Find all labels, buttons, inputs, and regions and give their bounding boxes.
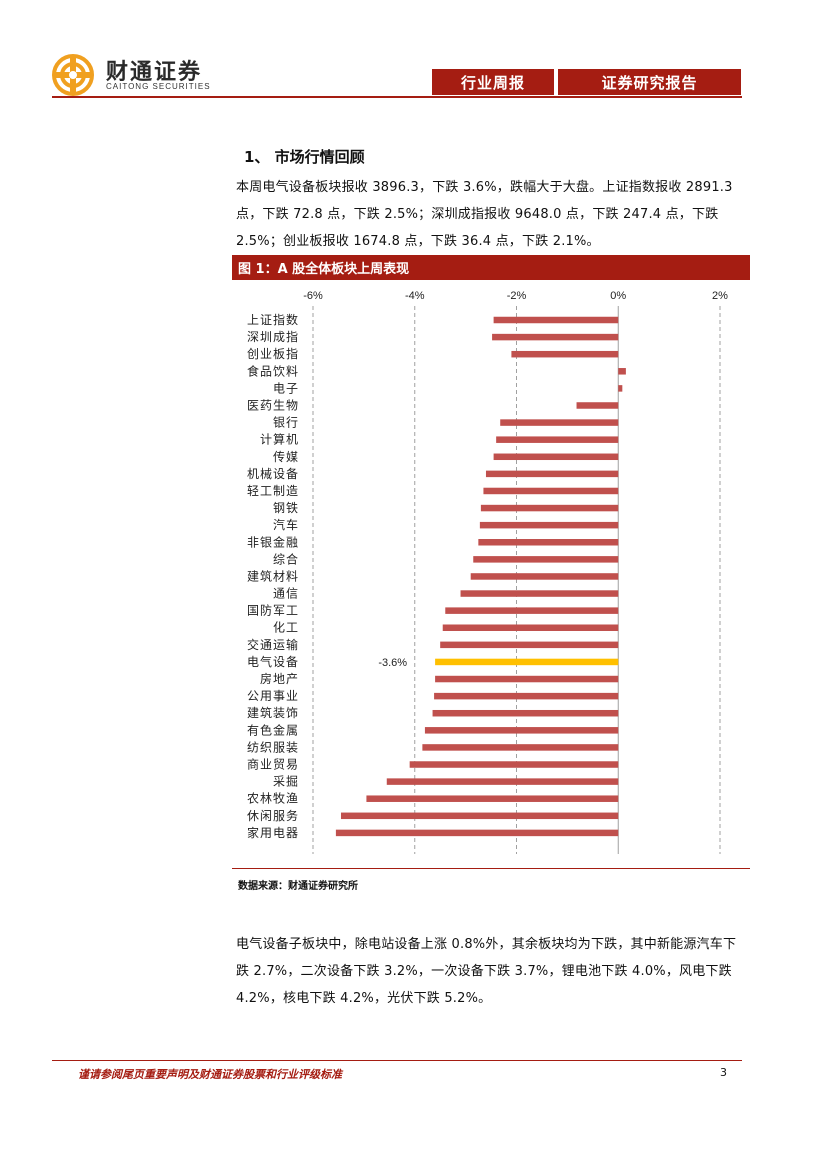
bar: [440, 641, 619, 649]
header-tab-weekly: 行业周报: [432, 69, 554, 95]
bar: [496, 436, 619, 443]
bar: [618, 368, 626, 375]
category-label: 机械设备: [247, 466, 299, 481]
category-label: 电气设备: [247, 654, 299, 669]
bar: [618, 385, 623, 392]
header-tab-report: 证券研究报告: [558, 69, 741, 95]
category-label: 公用事业: [247, 689, 299, 703]
bar: [493, 316, 619, 324]
category-label: 采掘: [273, 774, 299, 789]
bar: [422, 744, 619, 751]
bar: [435, 658, 619, 666]
category-label: 食品饮料: [247, 363, 299, 378]
category-label: 农林牧渔: [247, 792, 299, 806]
category-label: 电子: [273, 381, 299, 395]
bar: [500, 419, 619, 426]
footer-disclaimer: 谨请参阅尾页重要声明及财通证券股票和行业评级标准: [78, 1068, 342, 1081]
header-divider: [52, 96, 742, 98]
category-label: 纺织服装: [247, 740, 299, 754]
category-label: 化工: [273, 621, 299, 635]
bar: [485, 470, 619, 478]
x-tick-label: -6%: [303, 290, 323, 302]
category-label: 创业板指: [247, 346, 299, 361]
page-number: 3: [720, 1066, 727, 1079]
category-label: 有色金属: [247, 722, 299, 737]
x-tick-label: -2%: [507, 290, 527, 302]
bar: [511, 350, 619, 358]
bar: [366, 795, 619, 802]
category-label: 商业贸易: [247, 757, 299, 772]
x-tick-label: 0%: [610, 290, 626, 302]
bar: [442, 624, 619, 631]
bar: [432, 709, 619, 717]
bar: [435, 675, 619, 683]
category-label: 房地产: [260, 671, 299, 686]
bar: [480, 504, 619, 512]
bar: [335, 829, 619, 837]
logo-text-cn: 财通证券: [106, 60, 203, 85]
bar: [473, 556, 619, 563]
logo-text-en: CAITONG SECURITIES: [106, 82, 211, 91]
bar: [576, 402, 619, 409]
category-label: 非银金融: [247, 534, 299, 549]
subsector-paragraph: 电气设备子板块中，除电站设备上涨 0.8%外，其余板块均为下跌，其中新能源汽车下…: [236, 937, 737, 1006]
category-label: 建筑装饰: [247, 705, 299, 720]
data-label: -3.6%: [378, 657, 407, 669]
bar: [492, 333, 619, 341]
bar: [478, 539, 619, 546]
market-review-paragraph: 本周电气设备板块报收 3896.3，下跌 3.6%，跌幅大于大盘。上证指数报收 …: [236, 180, 733, 249]
x-tick-label: 2%: [712, 290, 728, 302]
category-label: 计算机: [260, 432, 299, 447]
category-label: 交通运输: [247, 637, 299, 652]
category-label: 传媒: [273, 449, 299, 464]
company-logo: 财通证券 CAITONG SECURITIES: [52, 54, 212, 96]
category-label: 汽车: [273, 517, 299, 532]
bar: [483, 487, 619, 495]
bar: [445, 607, 619, 614]
section-title: 1、 市场行情回顾: [244, 148, 365, 166]
bar: [493, 453, 619, 461]
category-label: 医药生物: [247, 398, 299, 412]
sector-performance-chart: -6% -4% -2% 0% 2% 上证指数深圳成指创业板指食品饮料电子医药生物银行计算机…: [247, 290, 728, 854]
bar: [434, 692, 619, 700]
figure-divider: [232, 868, 750, 869]
category-label: 上证指数: [247, 312, 299, 327]
category-label: 建筑材料: [247, 568, 299, 583]
bar: [340, 812, 619, 820]
bar: [479, 521, 619, 529]
bar: [409, 761, 619, 768]
category-label: 银行: [273, 416, 299, 430]
bar: [386, 778, 619, 785]
category-label: 钢铁: [273, 501, 299, 515]
category-label: 综合: [273, 551, 299, 566]
logo-mark-icon: [52, 54, 94, 96]
figure-caption: 图 1：A 股全体板块上周表现: [232, 255, 750, 280]
category-label: 轻工制造: [247, 484, 299, 498]
category-label: 通信: [273, 587, 299, 601]
bar: [460, 590, 619, 597]
category-label: 国防军工: [247, 603, 299, 618]
category-label: 休闲服务: [247, 808, 299, 823]
figure-source: 数据来源：财通证券研究所: [238, 881, 358, 892]
category-label: 深圳成指: [247, 329, 299, 344]
category-label: 家用电器: [247, 825, 299, 840]
bar: [470, 573, 619, 580]
footer-divider: [52, 1060, 742, 1061]
x-tick-label: -4%: [405, 290, 425, 302]
bar: [424, 727, 619, 734]
